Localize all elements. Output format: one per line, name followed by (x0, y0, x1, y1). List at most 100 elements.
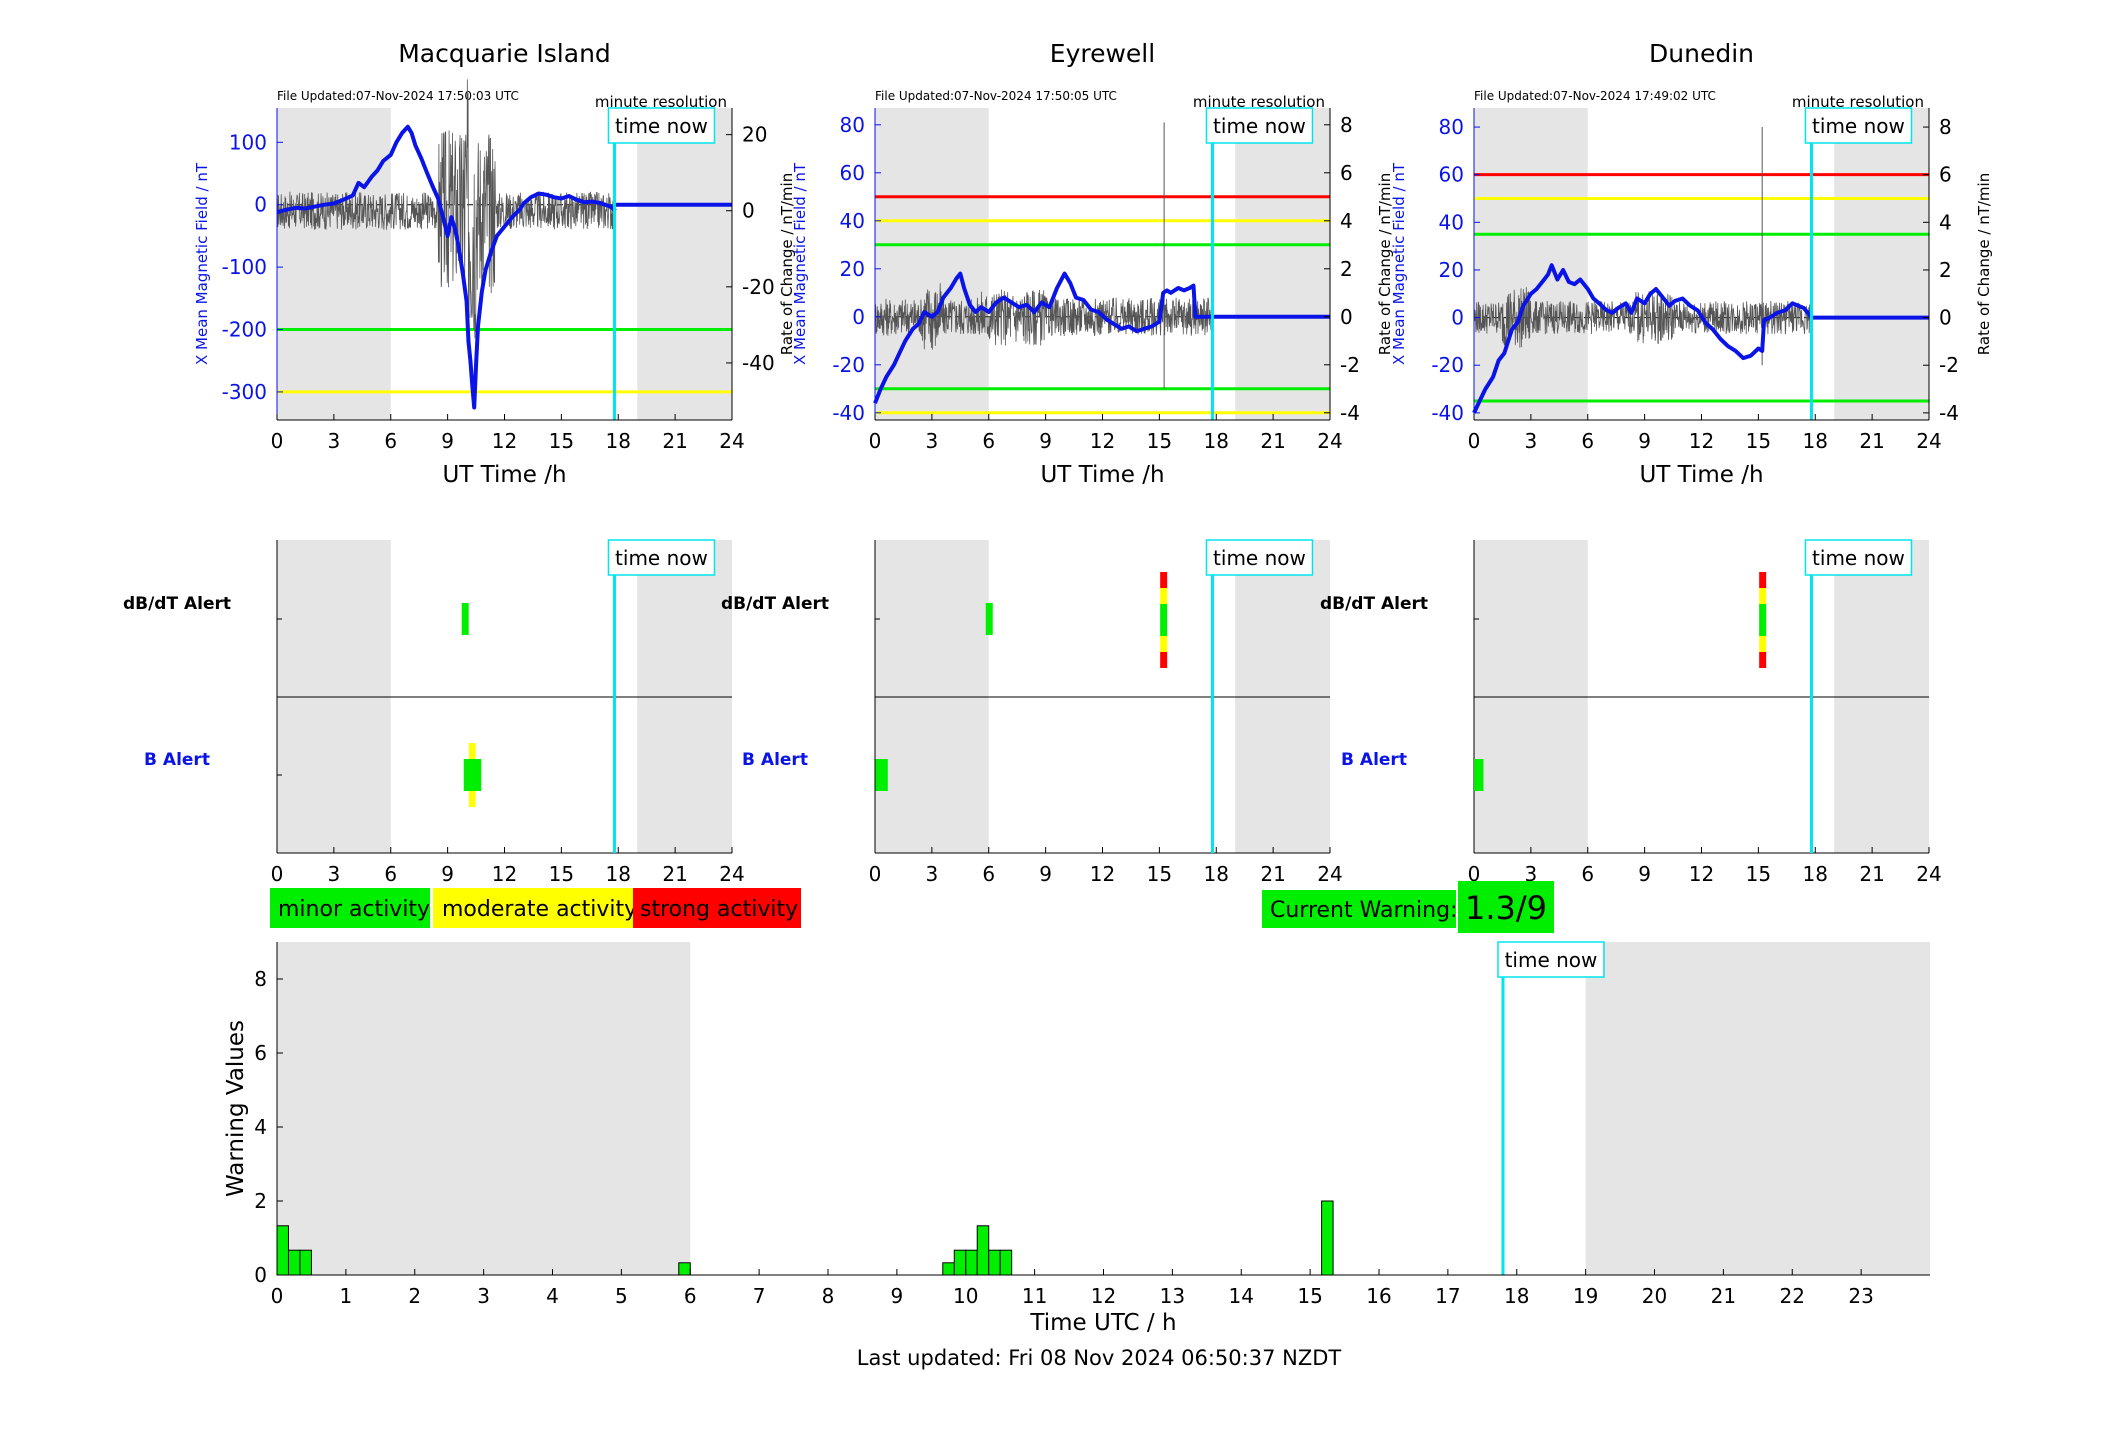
b-alert-label: B Alert (1341, 750, 1407, 770)
x-tick-label: 0 (271, 429, 284, 453)
x-tick-label: 3 (926, 429, 939, 453)
rate-tick-label: -4 (1939, 401, 1959, 425)
x-tick-label: 15 (1147, 429, 1172, 453)
x-tick-label: 13 (1160, 1284, 1185, 1308)
legend-minor-swatch (270, 888, 430, 928)
current-warning-label-box (1262, 890, 1456, 928)
x-tick-label: 18 (1504, 1284, 1529, 1308)
station-panel-1: Eyrewell File Updated:07-Nov-2024 17:50:0… (791, 39, 1394, 488)
top-panels: Macquarie Island File Updated:07-Nov-2024… (193, 39, 1993, 488)
x-tick-label: 21 (662, 429, 687, 453)
alert-panel-0: time now 0 3 6 9 12 15 18 21 24 dB/dT Alert B Alert (123, 539, 745, 886)
x-tick-label: 15 (549, 429, 574, 453)
warning-bar (976, 1225, 990, 1276)
x-tick-label: 18 (1803, 862, 1828, 886)
night-band (1834, 108, 1929, 420)
warning-bar (999, 1249, 1013, 1276)
magnetic-field-trace (276, 124, 617, 410)
y-tick-label: 80 (1439, 115, 1464, 139)
y-tick-label: 40 (1439, 210, 1464, 234)
y-tick-label: 80 (840, 113, 865, 137)
x-tick-label: 15 (1746, 429, 1771, 453)
rate-axis-label: Rate of Change / nT/min (778, 173, 796, 355)
rate-tick-label: 0 (742, 199, 755, 223)
x-tick-label: 2 (408, 1284, 421, 1308)
x-tick-label: 12 (1689, 862, 1714, 886)
warning-bar (988, 1249, 1001, 1276)
x-tick-label: 6 (1581, 429, 1594, 453)
time-now-box (607, 539, 716, 576)
y-tick-label: 0 (1451, 306, 1464, 330)
night-band (277, 942, 691, 1275)
dbdt-alert-label: dB/dT Alert (721, 594, 829, 614)
file-updated-label: File Updated:07-Nov-2024 17:50:03 UTC (277, 89, 519, 103)
rate-tick-label: 2 (1939, 258, 1952, 282)
y-tick-label: 0 (254, 193, 267, 217)
x-tick-label: 24 (1916, 862, 1941, 886)
legend-strong-label: strong activity (640, 897, 798, 922)
y-tick-label: 0 (852, 305, 865, 329)
x-tick-label: 18 (1204, 862, 1229, 886)
station-panel-0: Macquarie Island File Updated:07-Nov-2024… (193, 39, 796, 488)
x-tick-label: 24 (719, 429, 744, 453)
y-tick-label: 100 (229, 130, 267, 154)
x-tick-label: 3 (328, 429, 341, 453)
x-tick-label: 6 (384, 862, 397, 886)
alert-panel-1: time now 0 3 6 9 12 15 18 21 24 dB/dT Alert B Alert (721, 539, 1343, 886)
y-tick-label: 60 (1439, 163, 1464, 187)
rate-of-change-trace (276, 79, 616, 339)
rate-of-change-trace (1473, 287, 1813, 349)
minute-resolution-label: minute resolution (595, 93, 727, 111)
x-tick-label: 21 (1260, 429, 1285, 453)
y-tick-label: -40 (832, 401, 865, 425)
dbdt-alert-mark (1160, 604, 1168, 620)
x-tick-label: 0 (271, 862, 284, 886)
rate-tick-label: 4 (1340, 209, 1353, 233)
x-tick-label: 9 (1039, 429, 1052, 453)
warning-bar (299, 1249, 312, 1276)
x-tick-label: 21 (1859, 862, 1884, 886)
rate-tick-label: 4 (1939, 210, 1952, 234)
x-tick-label: 9 (441, 862, 454, 886)
warning-bar (953, 1249, 967, 1276)
night-band (277, 108, 391, 420)
time-now-box (1205, 539, 1314, 576)
warning-bar (287, 1249, 301, 1276)
warning-bar (965, 1249, 978, 1276)
x-tick-label: 6 (982, 429, 995, 453)
night-band (1235, 108, 1330, 420)
magnetic-field-trace (1472, 263, 1814, 414)
y-tick-label: -20 (832, 353, 865, 377)
station-title: Macquarie Island (398, 39, 611, 68)
y-tick-label: 6 (254, 1041, 267, 1065)
y-tick-label: 20 (840, 257, 865, 281)
x-tick-label: 6 (1581, 862, 1594, 886)
current-warning-value: 1.3/9 (1465, 889, 1547, 927)
y-tick-label: 40 (840, 209, 865, 233)
x-tick-label: 0 (869, 862, 882, 886)
rate-axis-label: Rate of Change / nT/min (1376, 173, 1394, 355)
x-tick-label: 21 (662, 862, 687, 886)
x-tick-label: 3 (328, 862, 341, 886)
legend-moderate-label: moderate activity (442, 897, 637, 922)
x-tick-label: 14 (1229, 1284, 1254, 1308)
rate-tick-label: 20 (742, 123, 767, 147)
x-tick-label: 24 (1317, 429, 1342, 453)
dbdt-alert-mark (1160, 572, 1168, 588)
b-alert-mark (1474, 759, 1484, 791)
x-tick-label: 15 (1297, 1284, 1322, 1308)
y-tick-label: -100 (222, 255, 267, 279)
night-band (1474, 108, 1588, 420)
dbdt-alert-mark (1160, 652, 1168, 668)
x-tick-label: 12 (1091, 1284, 1116, 1308)
y-tick-label: 8 (254, 967, 267, 991)
warning-bar (942, 1262, 955, 1276)
x-tick-label: 21 (1859, 429, 1884, 453)
time-now-label: time now (615, 114, 708, 138)
rate-tick-label: 2 (1340, 257, 1353, 281)
rate-tick-label: 8 (1340, 113, 1353, 137)
y-axis-label: X Mean Magnetic Field / nT (1390, 162, 1408, 365)
night-band (1585, 942, 1930, 1275)
x-tick-label: 24 (719, 862, 744, 886)
